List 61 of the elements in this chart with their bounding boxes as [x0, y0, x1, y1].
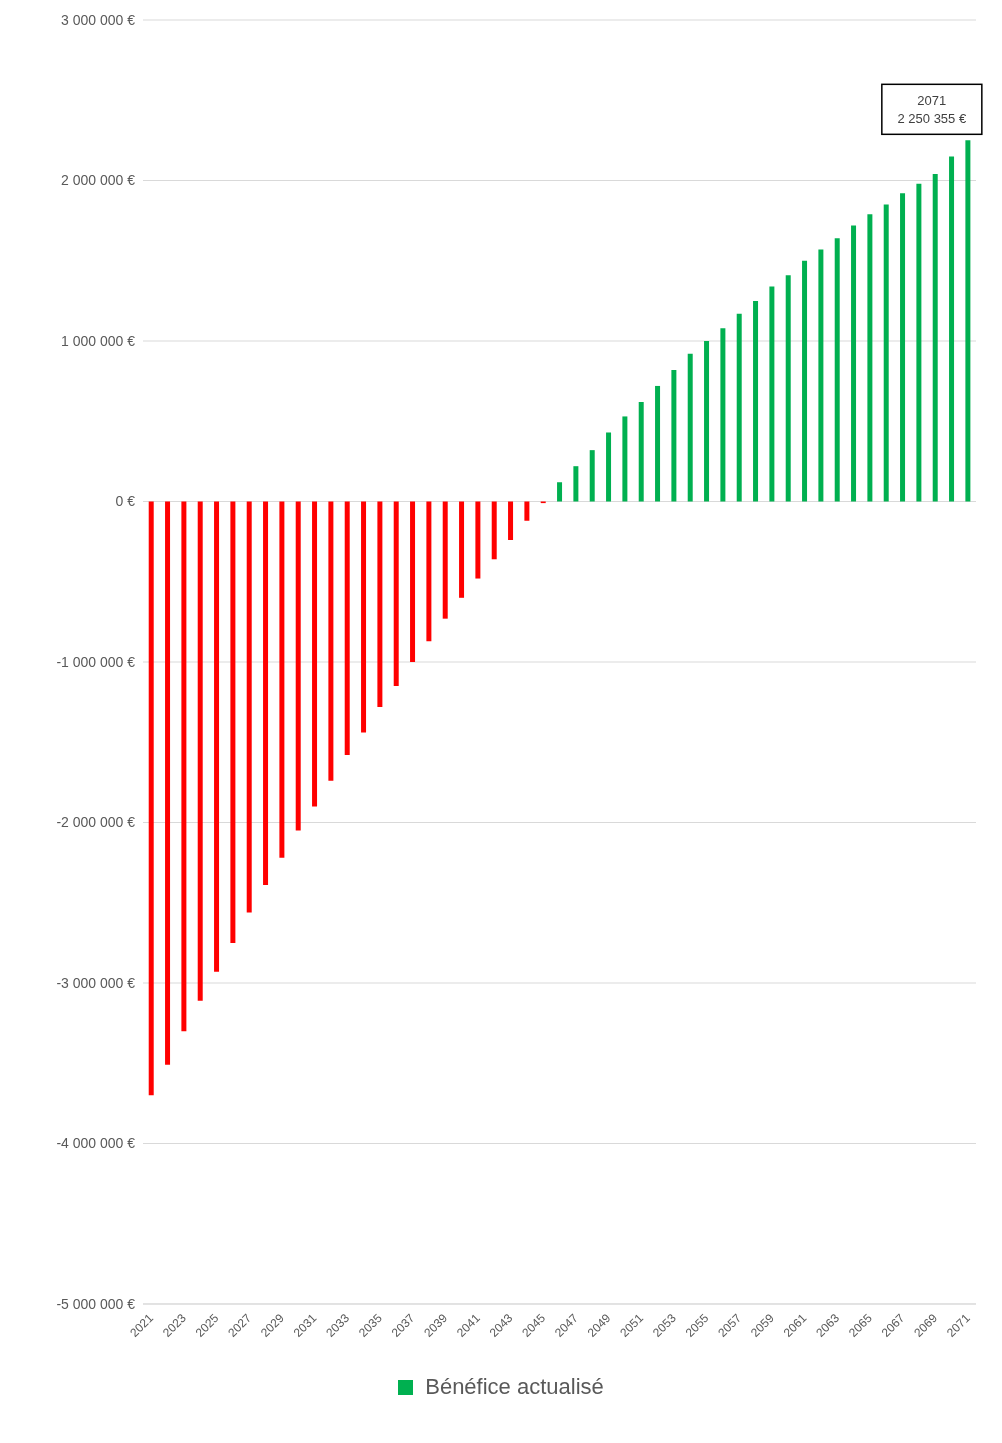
bar	[165, 501, 171, 1065]
bar	[769, 286, 775, 502]
bar	[524, 501, 530, 521]
bar	[704, 341, 710, 502]
bar	[491, 501, 497, 560]
bar	[622, 416, 628, 502]
y-tick-label: 3 000 000 €	[61, 11, 136, 28]
bar	[230, 501, 236, 943]
bar	[557, 482, 563, 502]
y-tick-label: -4 000 000 €	[56, 1135, 136, 1152]
y-tick-label: 0 €	[115, 493, 136, 510]
bar	[818, 249, 824, 502]
bar	[753, 300, 759, 502]
y-tick-label: -1 000 000 €	[56, 653, 136, 670]
bar	[606, 432, 612, 502]
bar	[916, 183, 922, 502]
bar	[573, 466, 579, 502]
bar	[508, 501, 514, 541]
bar	[785, 275, 791, 502]
bar	[834, 238, 840, 502]
y-tick-label: -5 000 000 €	[56, 1295, 136, 1312]
bar	[883, 204, 889, 502]
y-tick-label: 2 000 000 €	[61, 172, 136, 189]
bar	[965, 140, 971, 502]
y-tick-label: -3 000 000 €	[56, 974, 136, 991]
bar	[344, 501, 350, 756]
bar	[295, 501, 301, 831]
y-tick-label: 1 000 000 €	[61, 332, 136, 349]
bar	[475, 501, 481, 579]
bar	[932, 174, 938, 502]
bar	[949, 156, 955, 502]
bar	[442, 501, 448, 619]
bar	[197, 501, 203, 1001]
bar	[214, 501, 220, 972]
bar	[393, 501, 399, 687]
bar	[671, 369, 677, 502]
bar	[410, 501, 416, 662]
bar	[687, 353, 693, 502]
bar	[328, 501, 334, 781]
legend-label: Bénéfice actualisé	[425, 1374, 604, 1400]
bar	[377, 501, 383, 707]
y-tick-label: -2 000 000 €	[56, 814, 136, 831]
bar	[589, 450, 595, 502]
bar	[279, 501, 285, 858]
bar	[459, 501, 465, 598]
bar	[426, 501, 432, 642]
bar	[246, 501, 252, 913]
bar	[148, 501, 154, 1096]
bar	[181, 501, 187, 1032]
bar	[802, 260, 808, 502]
bar	[736, 313, 742, 502]
bar	[312, 501, 318, 807]
bar	[638, 401, 644, 502]
bar	[867, 214, 873, 502]
bar	[900, 193, 906, 502]
bar	[263, 501, 269, 886]
annotation: 2071 2 250 355 €	[897, 93, 967, 127]
bar	[720, 328, 726, 502]
bar	[361, 501, 367, 733]
bar	[851, 225, 857, 502]
bar	[655, 385, 661, 502]
